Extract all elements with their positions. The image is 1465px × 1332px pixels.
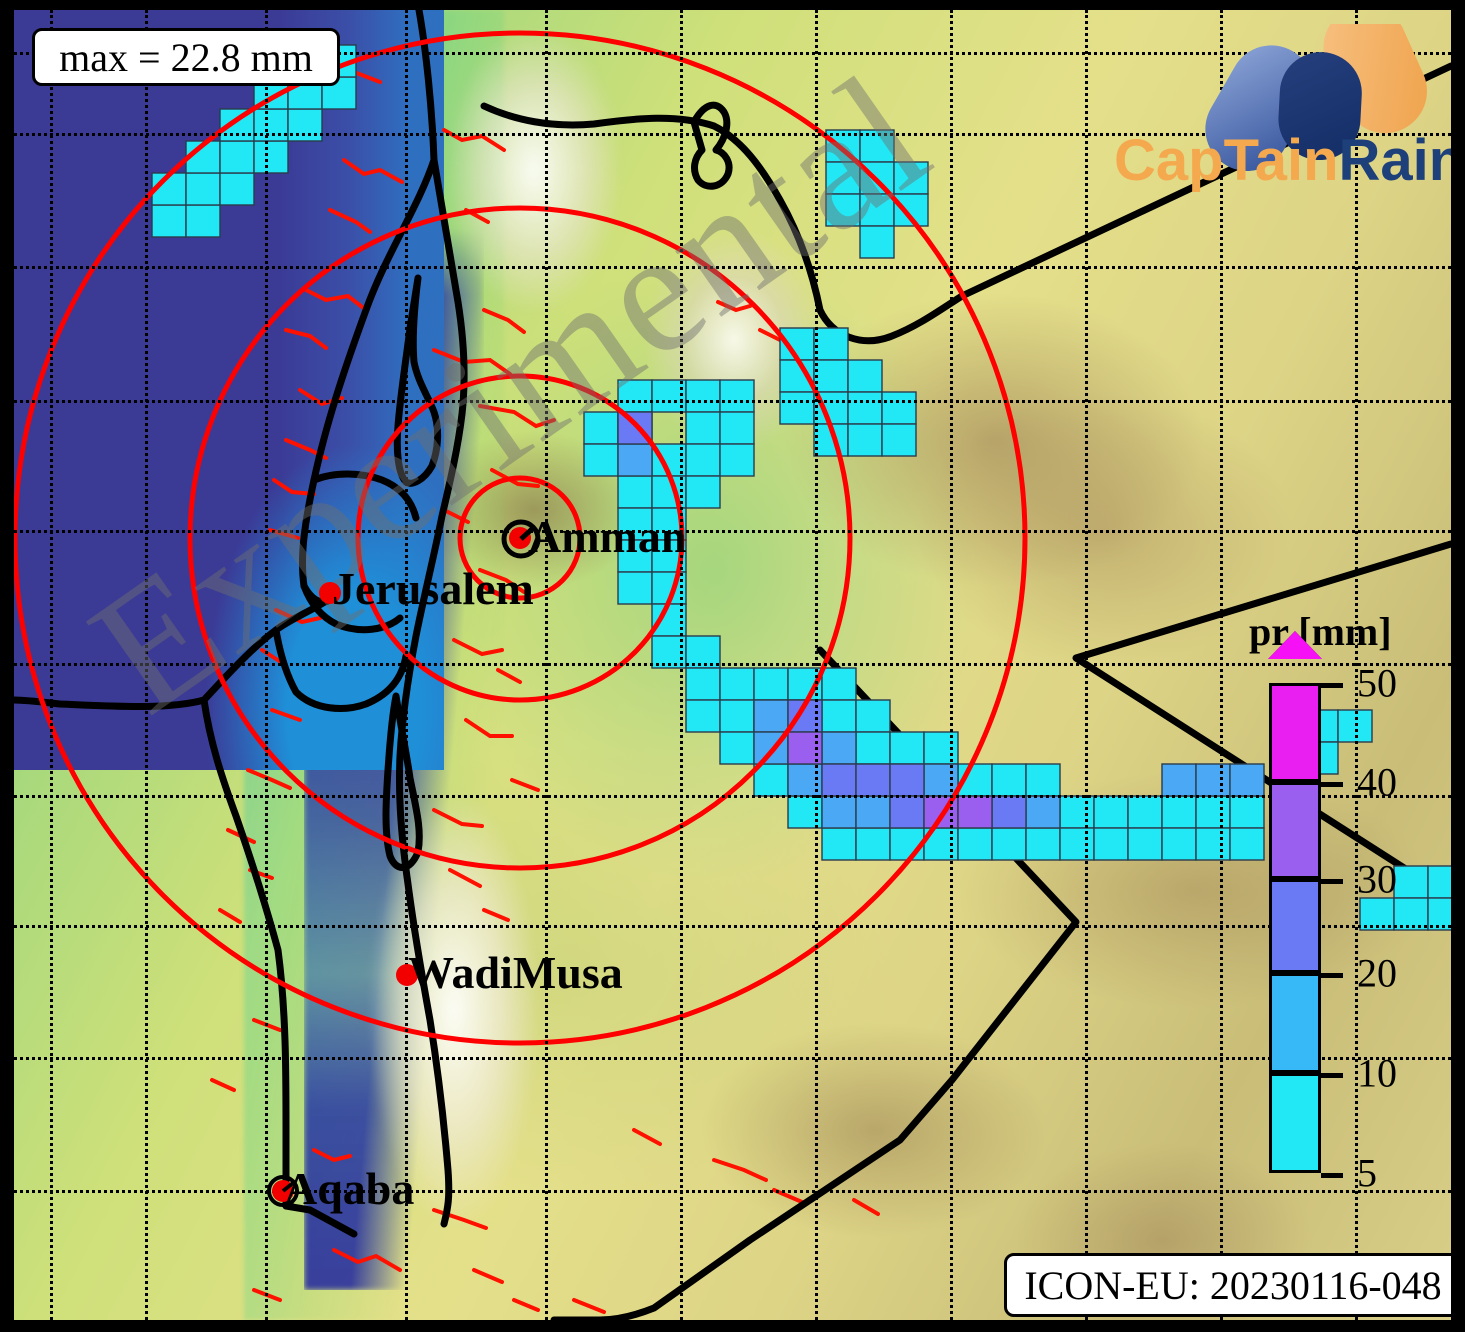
colorbar-label-20: 20	[1357, 950, 1397, 996]
colorbar-label-30: 30	[1357, 856, 1397, 902]
colorbar-label-40: 40	[1357, 759, 1397, 805]
colorbar-segment-40-50	[1269, 683, 1321, 782]
city-marker-icon[interactable]	[319, 582, 341, 604]
colorbar[interactable]: 50 40 30 20 10 5	[1268, 631, 1397, 1196]
colorbar-segment-5-10	[1269, 1073, 1321, 1173]
colorbar-tick-10	[1321, 1073, 1343, 1078]
colorbar-tick-5	[1321, 1173, 1343, 1178]
brand-name-part2: Rain	[1338, 128, 1452, 193]
city-label-jerusalem: Jerusalem	[332, 563, 534, 614]
brand-name-part1: CapTain	[1114, 128, 1339, 193]
colorbar-extend-arrow	[1268, 631, 1322, 659]
colorbar-label-5: 5	[1357, 1150, 1377, 1196]
colorbar-tick-20	[1321, 973, 1343, 978]
colorbar-label-10: 10	[1357, 1050, 1397, 1096]
colorbar-tick-50	[1321, 683, 1343, 688]
city-label-aqaba: Aqaba	[284, 1163, 415, 1214]
colorbar-segment-20-30	[1269, 879, 1321, 973]
map-canvas[interactable]: Experimental Amman Jerusalem WadiMusa	[14, 10, 1451, 1320]
city-marker-icon[interactable]	[396, 964, 418, 986]
max-value-badge: max = 22.8 mm	[32, 28, 340, 86]
captainrain-logo-icon[interactable]	[1114, 24, 1451, 184]
colorbar-segment-30-40	[1269, 782, 1321, 879]
colorbar-label-50: 50	[1357, 660, 1397, 706]
city-label-amman: Amman	[528, 511, 687, 562]
colorbar-tick-30	[1321, 879, 1343, 884]
colorbar-tick-40	[1321, 782, 1343, 787]
brand-wordmark: CapTainRain	[1114, 132, 1451, 192]
radar-site-icon	[501, 519, 541, 559]
radar-site-icon	[267, 1175, 299, 1207]
city-label-wadimusa: WadiMusa	[408, 947, 623, 998]
model-run-badge: ICON-EU: 20230116-048	[1004, 1253, 1451, 1317]
colorbar-segment-10-20	[1269, 973, 1321, 1073]
